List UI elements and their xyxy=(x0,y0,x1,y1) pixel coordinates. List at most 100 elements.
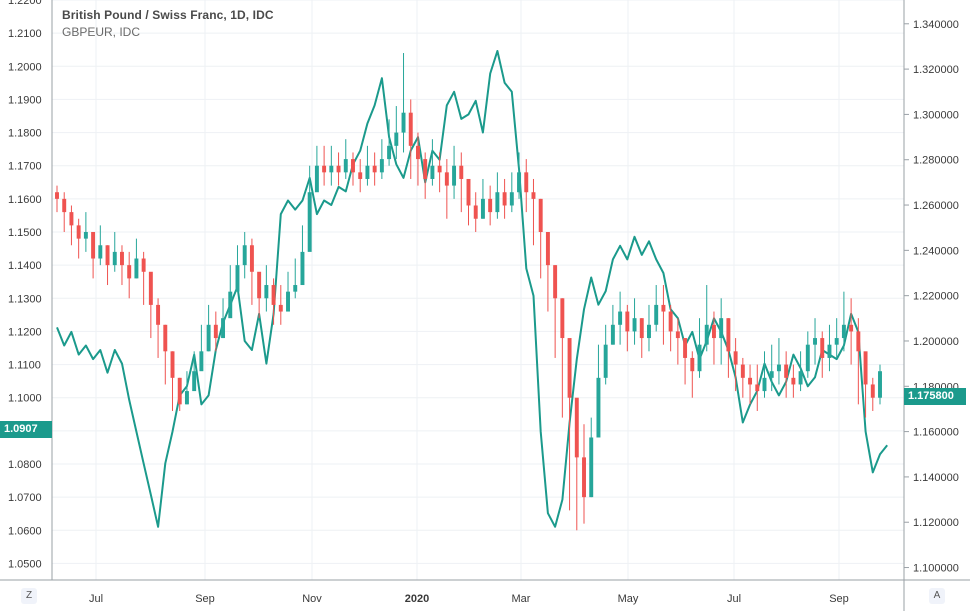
candle xyxy=(611,305,615,345)
right-tick-label: 1.340000 xyxy=(913,19,959,31)
candle-body xyxy=(236,265,240,292)
right-tick-label: 1.220000 xyxy=(913,291,959,303)
left-tick-label: 1.2000 xyxy=(8,61,42,73)
candle-body xyxy=(430,166,434,179)
left-axis-scale-button[interactable]: Z xyxy=(21,588,37,604)
left-tick-label: 1.2100 xyxy=(8,28,42,40)
candle xyxy=(647,305,651,351)
candle xyxy=(228,265,232,318)
time-axis[interactable]: Jul Sep Nov 2020 Mar May Jul Sep xyxy=(89,593,849,605)
candle xyxy=(308,166,312,252)
candle-body xyxy=(264,285,268,298)
chart-legend: British Pound / Swiss Franc, 1D, IDC GBP… xyxy=(62,8,274,39)
left-price-axis[interactable]: 1.2200 1.2100 1.2000 1.1900 1.1800 1.1700 1.16… xyxy=(8,0,42,570)
candle xyxy=(553,265,557,358)
candle-body xyxy=(777,365,781,372)
candle-body xyxy=(156,305,160,325)
candle-body xyxy=(127,265,131,278)
x-tick-label: Mar xyxy=(512,593,531,605)
candle-body xyxy=(91,232,95,259)
candle-body xyxy=(221,318,225,338)
legend-subtitle[interactable]: GBPEUR, IDC xyxy=(62,25,274,39)
right-last-value-badge: 1.175800 xyxy=(904,388,966,405)
right-tick-label: 1.100000 xyxy=(913,563,959,575)
candle-body xyxy=(633,318,637,331)
candle xyxy=(84,212,88,252)
candle xyxy=(510,172,514,212)
candle-body xyxy=(300,252,304,285)
right-tick-label: 1.300000 xyxy=(913,109,959,121)
candle-body xyxy=(503,192,507,205)
candle-body xyxy=(669,312,673,332)
candle xyxy=(604,325,608,385)
candle xyxy=(409,99,413,179)
candle-body xyxy=(459,166,463,179)
right-tick-label: 1.280000 xyxy=(913,155,959,167)
candle xyxy=(365,146,369,186)
candle-body xyxy=(243,245,247,265)
right-tick-label: 1.200000 xyxy=(913,336,959,348)
candle xyxy=(207,305,211,351)
right-price-axis[interactable]: 1.340000 1.320000 1.300000 1.280000 1.260000… xyxy=(913,19,959,575)
candle-body xyxy=(84,232,88,239)
candle-body xyxy=(827,345,831,358)
candle xyxy=(106,245,110,285)
candle-body xyxy=(293,285,297,292)
candle xyxy=(134,239,138,279)
candle-body xyxy=(575,398,579,458)
candle-body xyxy=(192,371,196,391)
candle xyxy=(430,139,434,185)
candle xyxy=(661,285,665,345)
candle xyxy=(98,225,102,265)
x-tick-label: May xyxy=(618,593,639,605)
candle-body xyxy=(214,325,218,338)
candle-body xyxy=(719,318,723,338)
candle-body xyxy=(726,318,730,351)
candle xyxy=(467,179,471,225)
candle xyxy=(445,159,449,219)
legend-title[interactable]: British Pound / Swiss Franc, 1D, IDC xyxy=(62,8,274,22)
candle-body xyxy=(878,371,882,398)
candle-body xyxy=(517,172,521,192)
left-tick-label: 1.1400 xyxy=(8,260,42,272)
candle-body xyxy=(495,192,499,212)
candle-body xyxy=(98,245,102,258)
candle xyxy=(560,298,564,417)
x-tick-label: Nov xyxy=(302,593,322,605)
grid-lines xyxy=(52,0,904,580)
candle-body xyxy=(763,378,767,391)
candle xyxy=(589,418,593,498)
right-tick-label: 1.240000 xyxy=(913,245,959,257)
candle-body xyxy=(373,166,377,173)
candle-body xyxy=(690,358,694,371)
candle-body xyxy=(864,351,868,384)
candle-body xyxy=(387,146,391,159)
candle xyxy=(351,152,355,185)
candle xyxy=(784,351,788,397)
candle-body xyxy=(835,338,839,345)
candle-body xyxy=(120,252,124,265)
candle-body xyxy=(272,285,276,305)
left-tick-label: 1.1000 xyxy=(8,393,42,405)
right-tick-label: 1.260000 xyxy=(913,200,959,212)
candle xyxy=(149,272,153,338)
candle-body xyxy=(596,378,600,438)
candle xyxy=(683,338,687,384)
candle xyxy=(640,318,644,358)
candle-body xyxy=(380,159,384,172)
auto-scale-button[interactable]: A xyxy=(929,588,945,604)
candle xyxy=(337,152,341,185)
candle-body xyxy=(611,325,615,345)
candle xyxy=(633,298,637,344)
left-tick-label: 1.1500 xyxy=(8,227,42,239)
candle xyxy=(596,345,600,438)
candle xyxy=(748,365,752,405)
candle-body xyxy=(676,331,680,338)
left-last-value-badge: 1.0907 xyxy=(0,421,52,438)
candle-body xyxy=(856,331,860,351)
candle xyxy=(171,351,175,411)
candle xyxy=(495,172,499,218)
candle-body xyxy=(748,378,752,385)
candle-body xyxy=(661,305,665,312)
